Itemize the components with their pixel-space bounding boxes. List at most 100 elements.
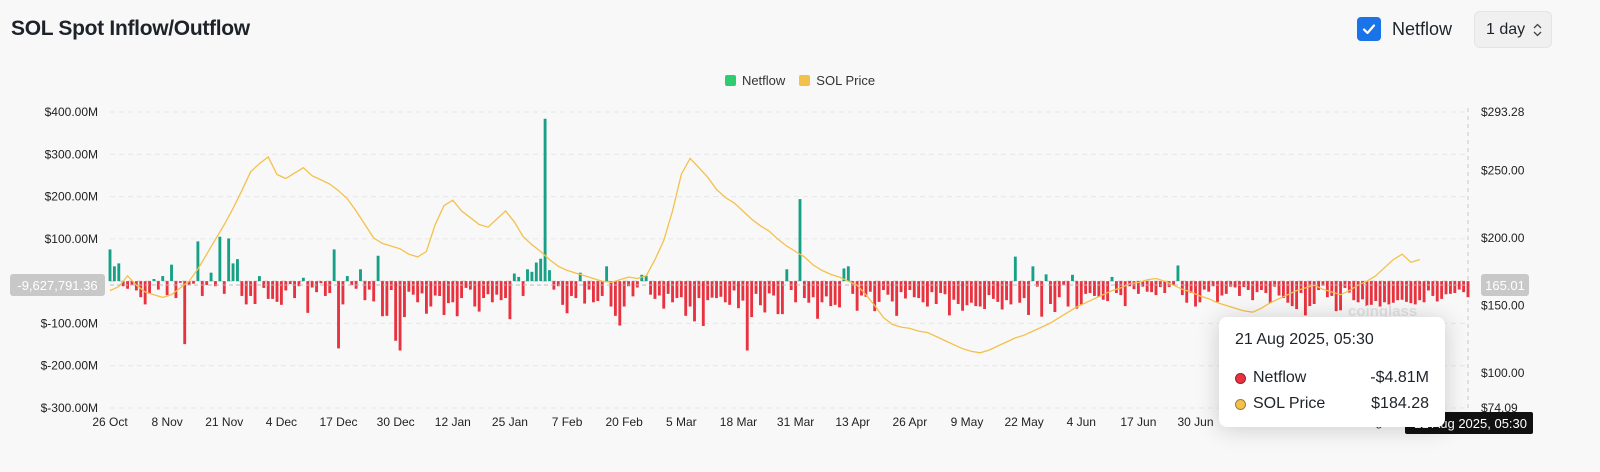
netflow-bar bbox=[1198, 281, 1202, 303]
netflow-bar bbox=[570, 281, 573, 296]
netflow-bar bbox=[1246, 281, 1250, 291]
netflow-bar bbox=[886, 281, 890, 295]
netflow-bar bbox=[1224, 281, 1228, 294]
netflow-bar bbox=[1031, 266, 1035, 282]
page-title: SOL Spot Inflow/Outflow bbox=[11, 17, 250, 40]
netflow-bar bbox=[530, 271, 534, 282]
netflow-toggle[interactable]: Netflow bbox=[1357, 17, 1452, 41]
netflow-bar bbox=[1286, 281, 1290, 303]
netflow-bar bbox=[1167, 281, 1171, 288]
netflow-bar bbox=[1255, 281, 1259, 293]
legend-swatch-sol-price bbox=[799, 75, 811, 86]
y-left-tick-label: $-200.00M bbox=[41, 359, 98, 373]
netflow-bar bbox=[512, 273, 516, 282]
x-tick-label: 22 May bbox=[1004, 415, 1043, 429]
x-tick-label: 30 Dec bbox=[377, 415, 415, 429]
netflow-bar bbox=[952, 281, 956, 300]
netflow-bar bbox=[1405, 281, 1408, 302]
netflow-bar bbox=[1009, 281, 1013, 305]
netflow-bar bbox=[482, 281, 485, 299]
netflow-bar bbox=[310, 281, 314, 288]
chart-tooltip: 21 Aug 2025, 05:30 Netflow -$4.81M SOL P… bbox=[1219, 317, 1445, 427]
netflow-bar bbox=[424, 281, 428, 314]
netflow-bar bbox=[209, 272, 213, 282]
x-tick-label: 26 Apr bbox=[893, 415, 928, 429]
netflow-bar bbox=[864, 281, 868, 297]
netflow-bar bbox=[1264, 281, 1268, 293]
netflow-bar bbox=[1356, 281, 1360, 303]
netflow-bar bbox=[644, 275, 648, 282]
netflow-bar bbox=[785, 269, 789, 282]
y-right-tick-label: $200.00 bbox=[1481, 231, 1525, 245]
interval-select[interactable]: 1 day bbox=[1474, 11, 1552, 48]
netflow-bar bbox=[1071, 274, 1074, 282]
y-left-tick-label: $200.00M bbox=[45, 190, 98, 204]
netflow-bar bbox=[723, 281, 727, 303]
netflow-bar bbox=[961, 281, 965, 311]
netflow-bar bbox=[798, 199, 802, 282]
y-right-tick-label: $293.28 bbox=[1481, 105, 1525, 119]
legend-item-netflow[interactable]: Netflow bbox=[724, 73, 785, 88]
netflow-bar bbox=[904, 281, 907, 299]
netflow-bar bbox=[407, 281, 411, 292]
netflow-bar bbox=[315, 281, 318, 293]
netflow-bar bbox=[1211, 281, 1215, 287]
netflow-bar bbox=[657, 281, 661, 296]
netflow-bar bbox=[1387, 281, 1391, 305]
x-tick-label: 18 Mar bbox=[720, 415, 757, 429]
netflow-bar bbox=[495, 281, 499, 295]
netflow-bar bbox=[1365, 281, 1369, 307]
netflow-bar bbox=[917, 281, 921, 299]
netflow-bar bbox=[838, 281, 841, 308]
x-tick-label: 25 Jan bbox=[492, 415, 528, 429]
netflow-bar bbox=[240, 281, 244, 296]
netflow-bar bbox=[227, 238, 231, 282]
x-tick-label: 21 Nov bbox=[205, 415, 243, 429]
netflow-bar bbox=[1330, 281, 1334, 296]
y-left-tick-label: $400.00M bbox=[45, 105, 98, 119]
netflow-bar bbox=[780, 281, 784, 315]
netflow-bar bbox=[732, 281, 736, 291]
netflow-bar bbox=[794, 281, 798, 303]
netflow-bar bbox=[214, 281, 217, 287]
netflow-bar bbox=[275, 281, 279, 302]
netflow-bar bbox=[1097, 281, 1101, 297]
netflow-bar bbox=[679, 281, 683, 298]
netflow-bar bbox=[403, 281, 406, 318]
netflow-bar bbox=[1229, 281, 1233, 287]
netflow-bar bbox=[244, 281, 248, 305]
netflow-bar bbox=[499, 281, 503, 301]
netflow-bar bbox=[1049, 281, 1052, 304]
netflow-bar bbox=[662, 281, 666, 309]
netflow-bar bbox=[1141, 281, 1145, 287]
netflow-bar bbox=[675, 281, 679, 299]
netflow-bar bbox=[688, 281, 692, 307]
netflow-bar bbox=[473, 281, 477, 307]
netflow-bar bbox=[1361, 281, 1364, 300]
netflow-bar bbox=[776, 281, 780, 315]
netflow-bar bbox=[1268, 281, 1272, 304]
netflow-bar bbox=[1400, 281, 1404, 300]
netflow-bar bbox=[433, 281, 437, 296]
netflow-bar bbox=[1035, 281, 1039, 287]
tooltip-date: 21 Aug 2025, 05:30 bbox=[1235, 331, 1374, 348]
netflow-checkbox[interactable] bbox=[1357, 17, 1381, 41]
netflow-bar bbox=[1084, 281, 1088, 294]
netflow-bar bbox=[697, 281, 701, 299]
netflow-bar bbox=[1273, 281, 1277, 287]
netflow-bar bbox=[1383, 281, 1386, 303]
netflow-bar bbox=[1154, 281, 1158, 296]
tooltip-row-sol-price: SOL Price $184.28 bbox=[1235, 395, 1429, 413]
netflow-bar bbox=[908, 281, 912, 291]
netflow-bar bbox=[1110, 276, 1114, 282]
netflow-bar bbox=[1180, 281, 1184, 296]
x-tick-label: 5 Mar bbox=[666, 415, 697, 429]
legend-item-sol-price[interactable]: SOL Price bbox=[799, 73, 875, 88]
netflow-bar bbox=[517, 276, 521, 282]
netflow-bar bbox=[1123, 281, 1127, 307]
netflow-bar bbox=[715, 281, 718, 299]
netflow-bar bbox=[934, 281, 938, 304]
netflow-bar bbox=[622, 281, 626, 307]
netflow-bar bbox=[895, 281, 899, 316]
